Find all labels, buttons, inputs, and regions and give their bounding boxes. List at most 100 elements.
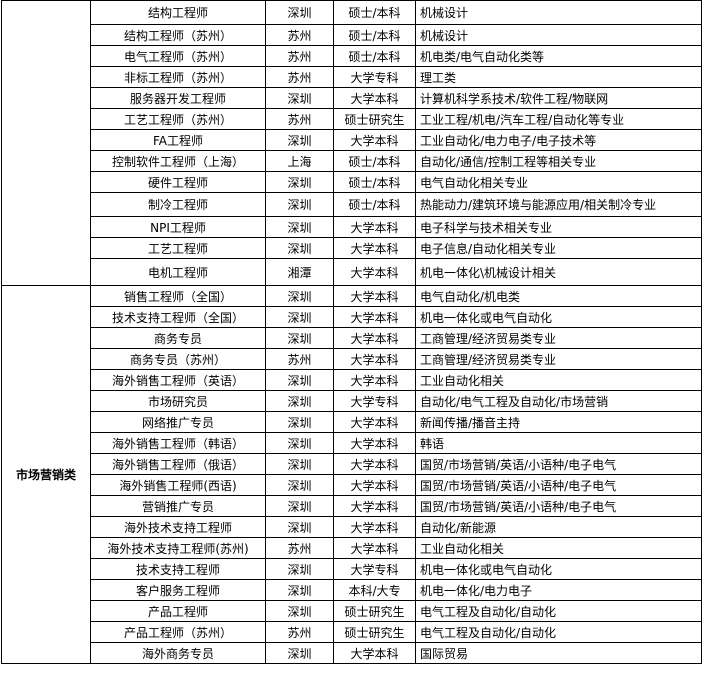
major-cell: 工业自动化/电力电子/电子技术等 (415, 129, 702, 151)
table-row: 客户服务工程师 深圳 本科/大专 机电一体化/电力电子 (2, 579, 702, 601)
education-cell: 大学本科 (333, 495, 416, 517)
major-cell: 自动化/通信/控制工程等相关专业 (415, 150, 702, 172)
education-cell: 本科/大专 (333, 579, 416, 601)
education-cell: 大学本科 (333, 237, 416, 259)
position-cell: 结构工程师 (90, 0, 266, 25)
education-cell: 大学专科 (333, 390, 416, 412)
position-cell: 结构工程师（苏州） (90, 24, 266, 46)
education-cell: 大学本科 (333, 642, 416, 664)
position-cell: 制冷工程师 (90, 192, 266, 217)
education-cell: 硕士/本科 (333, 150, 416, 172)
location-cell: 深圳 (265, 642, 334, 664)
location-cell: 深圳 (265, 432, 334, 454)
position-cell: 技术支持工程师 (90, 558, 266, 580)
education-cell: 大学专科 (333, 558, 416, 580)
education-cell: 大学本科 (333, 432, 416, 454)
location-cell: 深圳 (265, 369, 334, 391)
major-cell: 机电一体化\机械设计相关 (415, 258, 702, 286)
major-cell: 工商管理/经济贸易类专业 (415, 327, 702, 349)
education-cell: 大学本科 (333, 306, 416, 328)
major-cell: 电子信息/自动化相关专业 (415, 237, 702, 259)
table-row: 网络推广专员 深圳 大学本科 新闻传播/播音主持 (2, 411, 702, 433)
position-cell: 控制软件工程师（上海） (90, 150, 266, 172)
category-cell: 市场营销类 (1, 285, 91, 664)
major-cell: 电气工程及自动化/自动化 (415, 600, 702, 622)
education-cell: 大学本科 (333, 87, 416, 109)
table-row: 市场营销类 销售工程师（全国） 深圳 大学本科 电气自动化/机电类 (1, 285, 702, 664)
location-cell: 苏州 (265, 66, 334, 88)
position-cell: 商务专员（苏州） (90, 348, 266, 370)
major-cell: 韩语 (415, 432, 702, 454)
location-cell: 上海 (265, 150, 334, 172)
position-cell: 海外销售工程师（韩语） (90, 432, 266, 454)
major-cell: 工业自动化相关 (415, 369, 702, 391)
location-cell: 深圳 (265, 237, 334, 259)
position-cell: 电机工程师 (90, 258, 266, 286)
location-cell: 深圳 (265, 306, 334, 328)
position-cell: 海外技术支持工程师(苏州) (90, 537, 266, 559)
education-cell: 硕士/本科 (333, 171, 416, 193)
position-cell: 海外技术支持工程师 (90, 516, 266, 538)
major-cell: 机电类/电气自动化类等 (415, 45, 702, 67)
table-body: 结构工程师 深圳 硕士/本科 机械设计 结构工程师（苏州） 苏州 硕士/本科 机械设计电气工程… (1, 0, 702, 664)
major-cell: 国贸/市场营销/英语/小语种/电子电气 (415, 453, 702, 475)
position-cell: 产品工程师 (90, 600, 266, 622)
table-row: 硬件工程师 深圳 硕士/本科 电气自动化相关专业 (2, 171, 702, 193)
major-cell: 工商管理/经济贸易类专业 (415, 348, 702, 370)
location-cell: 深圳 (265, 453, 334, 475)
table-row: 技术支持工程师（全国） 深圳 大学本科 机电一体化或电气自动化 (2, 306, 702, 328)
table-row: 电机工程师 湘潭 大学本科 机电一体化\机械设计相关 (2, 258, 702, 286)
education-cell: 大学本科 (333, 129, 416, 151)
major-cell: 工业自动化相关 (415, 537, 702, 559)
location-cell: 苏州 (265, 24, 334, 46)
major-cell: 计算机科学系技术/软件工程/物联网 (415, 87, 702, 109)
position-cell: 销售工程师（全国） (90, 285, 266, 307)
major-cell: 自动化/电气工程及自动化/市场营销 (415, 390, 702, 412)
location-cell: 深圳 (265, 411, 334, 433)
table-row: 海外销售工程师（俄语） 深圳 大学本科 国贸/市场营销/英语/小语种/电子电气 (2, 453, 702, 475)
position-cell: 海外销售工程师(西语) (90, 474, 266, 496)
table-row: 制冷工程师 深圳 硕士/本科 热能动力/建筑环境与能源应用/相关制冷专业 (2, 192, 702, 217)
table-row: 海外销售工程师(西语) 深圳 大学本科 国贸/市场营销/英语/小语种/电子电气 (2, 474, 702, 496)
location-cell: 深圳 (265, 579, 334, 601)
table-row: 商务专员（苏州） 苏州 大学本科 工商管理/经济贸易类专业 (2, 348, 702, 370)
table-row: 控制软件工程师（上海） 上海 硕士/本科 自动化/通信/控制工程等相关专业 (2, 150, 702, 172)
table-row: 海外销售工程师（韩语） 深圳 大学本科 韩语 (2, 432, 702, 454)
table-row: 技术支持工程师 深圳 大学专科 机电一体化或电气自动化 (2, 558, 702, 580)
major-cell: 热能动力/建筑环境与能源应用/相关制冷专业 (415, 192, 702, 217)
table-row: 结构工程师 深圳 硕士/本科 机械设计 (1, 0, 702, 286)
table-row: NPI工程师 深圳 大学本科 电子科学与技术相关专业 (2, 216, 702, 238)
table-row: 结构工程师（苏州） 苏州 硕士/本科 机械设计 (2, 24, 702, 46)
location-cell: 深圳 (265, 558, 334, 580)
education-cell: 大学本科 (333, 285, 416, 307)
page: 结构工程师 深圳 硕士/本科 机械设计 结构工程师（苏州） 苏州 硕士/本科 机械设计电气工程… (1, 0, 702, 664)
major-cell: 国际贸易 (415, 642, 702, 664)
table-row: 产品工程师 深圳 硕士研究生 电气工程及自动化/自动化 (2, 600, 702, 622)
major-cell: 机电一体化/电力电子 (415, 579, 702, 601)
education-cell: 大学本科 (333, 516, 416, 538)
table-row: FA工程师 深圳 大学本科 工业自动化/电力电子/电子技术等 (2, 129, 702, 151)
table-row: 海外技术支持工程师 深圳 大学本科 自动化/新能源 (2, 516, 702, 538)
location-cell: 苏州 (265, 348, 334, 370)
education-cell: 硕士/本科 (333, 45, 416, 67)
location-cell: 深圳 (265, 474, 334, 496)
location-cell: 深圳 (265, 285, 334, 307)
position-cell: 海外销售工程师（俄语） (90, 453, 266, 475)
position-cell: 硬件工程师 (90, 171, 266, 193)
education-cell: 大学本科 (333, 537, 416, 559)
location-cell: 深圳 (265, 0, 334, 25)
location-cell: 深圳 (265, 192, 334, 217)
education-cell: 大学专科 (333, 66, 416, 88)
major-cell: 理工类 (415, 66, 702, 88)
table-row: 海外销售工程师（英语） 深圳 大学本科 工业自动化相关 (2, 369, 702, 391)
location-cell: 苏州 (265, 108, 334, 130)
position-cell: 客户服务工程师 (90, 579, 266, 601)
education-cell: 硕士/本科 (333, 192, 416, 217)
major-cell: 电子科学与技术相关专业 (415, 216, 702, 238)
position-cell: 服务器开发工程师 (90, 87, 266, 109)
education-cell: 大学本科 (333, 411, 416, 433)
table-row: 产品工程师（苏州） 苏州 硕士研究生 电气工程及自动化/自动化 (2, 621, 702, 643)
table-row: 市场研究员 深圳 大学专科 自动化/电气工程及自动化/市场营销 (2, 390, 702, 412)
education-cell: 硕士研究生 (333, 108, 416, 130)
location-cell: 苏州 (265, 45, 334, 67)
